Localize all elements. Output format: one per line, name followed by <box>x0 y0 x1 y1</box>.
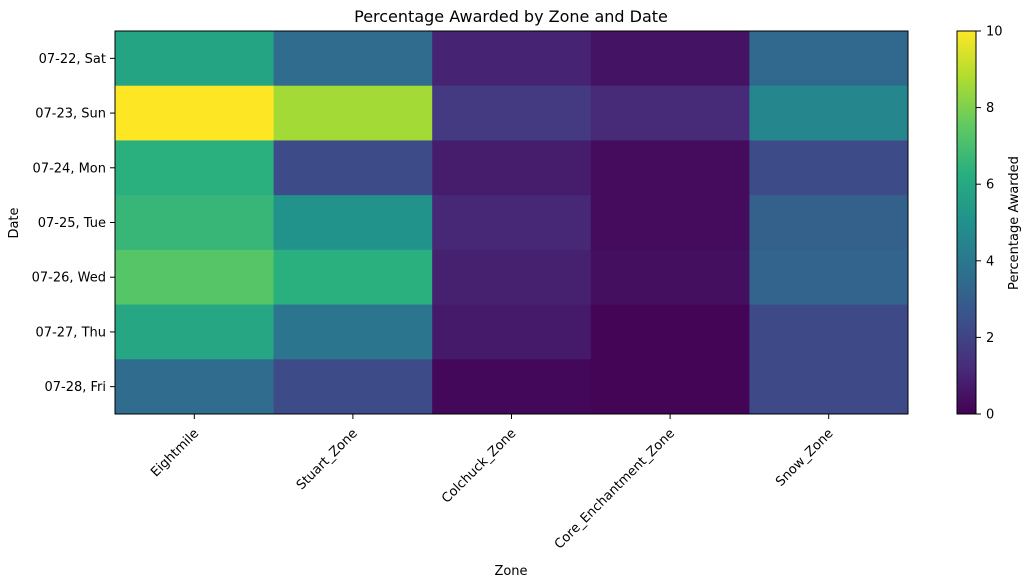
y-axis: 07-22, Sat 07-23, Sun 07-24, Mon 07-25, Tue… <box>32 52 115 395</box>
x-tick-label: Stuart_Zone <box>294 426 361 493</box>
heatmap-cell <box>590 31 750 87</box>
y-tick-label: 07-25, Tue <box>38 216 106 231</box>
heatmap-cell <box>273 85 433 141</box>
x-tick-label: Colchuck_Zone <box>439 426 519 506</box>
heatmap-cell <box>115 304 275 360</box>
chart-title: Percentage Awarded by Zone and Date <box>354 7 668 26</box>
heatmap-cell <box>432 195 592 251</box>
heatmap-cell <box>749 249 909 306</box>
colorbar-tick-label: 8 <box>986 101 994 116</box>
heatmap-cell <box>590 195 750 251</box>
heatmap-cell <box>432 140 592 196</box>
y-tick-label: 07-26, Wed <box>32 271 106 286</box>
y-axis-label: Date <box>7 207 22 238</box>
heatmap-cell <box>273 304 433 360</box>
plot-frame <box>114 30 909 415</box>
colorbar-tick-label: 6 <box>986 178 994 193</box>
heatmap-cell <box>432 85 592 141</box>
heatmap-cell <box>115 249 275 306</box>
heatmap-cell <box>273 140 433 196</box>
y-tick-label: 07-23, Sun <box>35 107 106 122</box>
colorbar-tick-label: 10 <box>986 25 1003 40</box>
colorbar-ticks: 0 2 4 6 8 10 <box>976 25 1003 423</box>
heatmap-cell <box>432 304 592 360</box>
colorbar-tick-label: 0 <box>986 408 994 423</box>
colorbar-label: Percentage Awarded <box>1007 156 1022 290</box>
heatmap-cell <box>749 85 909 141</box>
x-tick-label: Eightmile <box>148 426 202 480</box>
heatmap-cell <box>273 31 433 87</box>
heatmap-cell <box>590 85 750 141</box>
heatmap-cell <box>273 249 433 306</box>
x-tick-label: Snow_Zone <box>773 426 836 489</box>
heatmap-cell <box>590 359 750 415</box>
heatmap-cell <box>432 359 592 415</box>
colorbar-tick-label: 2 <box>986 331 994 346</box>
heatmap-cell <box>749 31 909 87</box>
heatmap-cell <box>273 195 433 251</box>
x-tick-label: Core_Enchantment_Zone <box>552 426 678 552</box>
y-tick-label: 07-27, Thu <box>36 325 106 340</box>
heatmap-cell <box>432 31 592 87</box>
y-tick-label: 07-22, Sat <box>39 52 106 67</box>
y-tick-label: 07-24, Mon <box>33 161 106 176</box>
heatmap-cell <box>115 359 275 415</box>
heatmap-cell <box>590 249 750 306</box>
x-axis-label: Zone <box>494 564 527 579</box>
heatmap-cell <box>749 304 909 360</box>
y-tick-label: 07-28, Fri <box>44 380 106 395</box>
heatmap-cell <box>749 359 909 415</box>
heatmap-cell <box>273 359 433 415</box>
heatmap-cell <box>115 195 275 251</box>
heatmap-cell <box>432 249 592 306</box>
x-axis: Eightmile Stuart_Zone Colchuck_Zone Core_En… <box>148 414 837 552</box>
heatmap-cell <box>749 195 909 251</box>
heatmap-cell <box>115 31 275 87</box>
heatmap-cell <box>590 304 750 360</box>
heatmap-cell <box>115 85 275 141</box>
heatmap-cells <box>115 31 909 415</box>
heatmap-cell <box>590 140 750 196</box>
colorbar <box>956 30 977 415</box>
colorbar-tick-label: 4 <box>986 254 994 269</box>
heatmap-cell <box>749 140 909 196</box>
heatmap-cell <box>115 140 275 196</box>
